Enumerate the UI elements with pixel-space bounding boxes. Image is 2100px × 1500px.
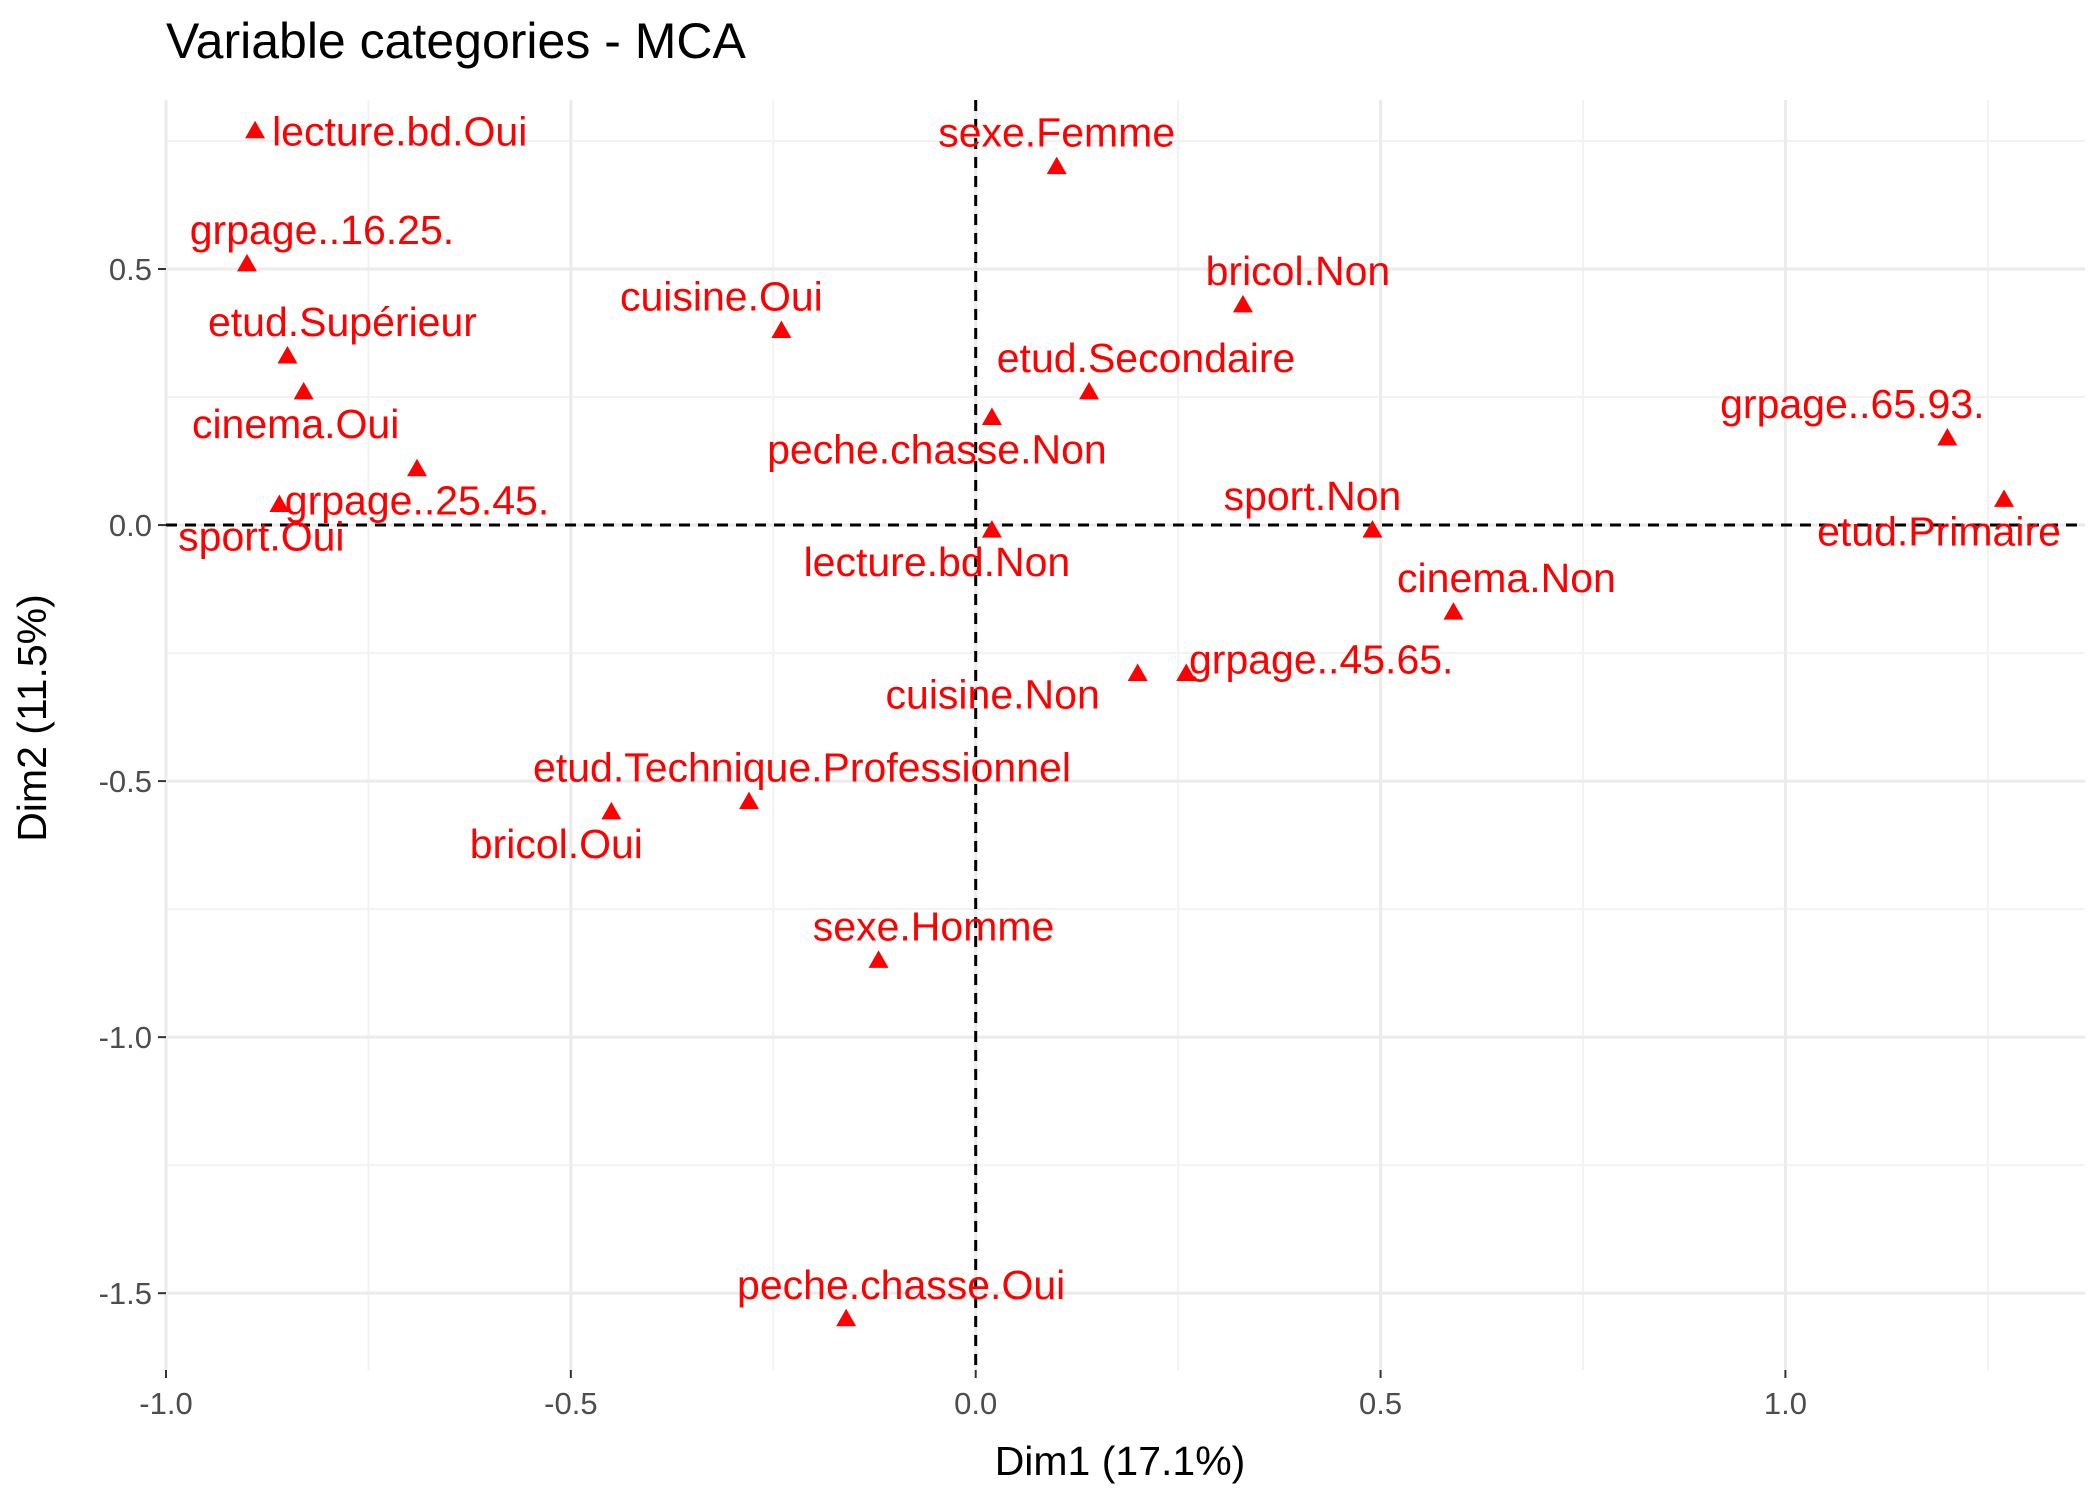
- category-label: sport.Non: [1224, 473, 1402, 519]
- grid: [164, 100, 2085, 1370]
- x-axis-ticks: -1.0 -0.5 0.0 0.5 1.0: [139, 1370, 1807, 1421]
- y-tick-label: -0.5: [99, 764, 152, 799]
- category-point: [601, 801, 622, 820]
- points: [236, 120, 2015, 1327]
- category-label: grpage..16.25.: [190, 207, 454, 253]
- category-point: [1937, 427, 1958, 446]
- category-label: peche.chasse.Oui: [737, 1262, 1065, 1308]
- category-label: lecture.bd.Non: [804, 539, 1071, 585]
- category-point: [293, 381, 314, 400]
- category-point: [1994, 489, 2015, 507]
- y-axis-ticks: 0.5 0.0 -0.5 -1.0 -1.5: [99, 252, 166, 1311]
- category-label: etud.Technique.Professionnel: [533, 745, 1071, 791]
- y-tick-label: 0.0: [109, 508, 152, 543]
- x-tick-label: -0.5: [544, 1386, 597, 1421]
- category-point: [1443, 602, 1464, 620]
- category-label: cuisine.Non: [886, 672, 1100, 718]
- category-label: peche.chasse.Non: [767, 427, 1107, 473]
- category-label: sexe.Homme: [813, 903, 1055, 949]
- x-tick-label: 0.5: [1359, 1386, 1402, 1421]
- category-label: sport.Oui: [178, 514, 344, 560]
- category-point: [981, 520, 1002, 538]
- category-point: [1362, 520, 1383, 538]
- category-point: [1127, 663, 1148, 682]
- category-label: lecture.bd.Oui: [272, 109, 527, 155]
- category-point: [269, 494, 290, 513]
- category-label: grpage..25.45.: [285, 478, 549, 524]
- category-point: [738, 791, 759, 810]
- category-point: [1046, 156, 1067, 175]
- category-point: [868, 950, 889, 968]
- category-point: [1079, 381, 1100, 400]
- category-point: [1176, 663, 1197, 682]
- category-label: etud.Secondaire: [997, 335, 1296, 381]
- category-point: [245, 120, 266, 139]
- y-tick-label: 0.5: [109, 252, 152, 287]
- category-label: cuisine.Oui: [620, 273, 823, 319]
- category-label: grpage..65.93.: [1720, 381, 1984, 427]
- category-label: cinema.Non: [1397, 555, 1616, 601]
- chart-title: Variable categories - MCA: [166, 13, 747, 69]
- category-point: [981, 407, 1002, 425]
- reference-lines: [166, 100, 2085, 1370]
- category-point: [277, 346, 298, 364]
- category-point: [836, 1308, 857, 1327]
- category-label: bricol.Non: [1206, 248, 1391, 294]
- x-axis-title: Dim1 (17.1%): [995, 1438, 1246, 1484]
- category-label: bricol.Oui: [470, 821, 643, 867]
- x-tick-label: 0.0: [954, 1386, 997, 1421]
- x-tick-label: -1.0: [139, 1386, 192, 1421]
- y-tick-label: -1.5: [99, 1276, 152, 1311]
- y-tick-label: -1.0: [99, 1020, 152, 1055]
- category-point: [236, 253, 257, 272]
- category-point: [1232, 294, 1253, 313]
- category-point: [771, 320, 792, 338]
- category-label: grpage..45.65.: [1189, 637, 1453, 683]
- category-label: etud.Primaire: [1817, 508, 2061, 554]
- x-tick-label: 1.0: [1764, 1386, 1807, 1421]
- category-point: [407, 458, 428, 477]
- point-labels: lecture.bd.Oui sexe.Femme grpage..16.25. br…: [178, 109, 2061, 1308]
- y-axis-title: Dim2 (11.5%): [9, 594, 55, 842]
- category-label: etud.Supérieur: [208, 299, 477, 345]
- category-label: cinema.Oui: [192, 401, 399, 447]
- category-label: sexe.Femme: [938, 110, 1175, 156]
